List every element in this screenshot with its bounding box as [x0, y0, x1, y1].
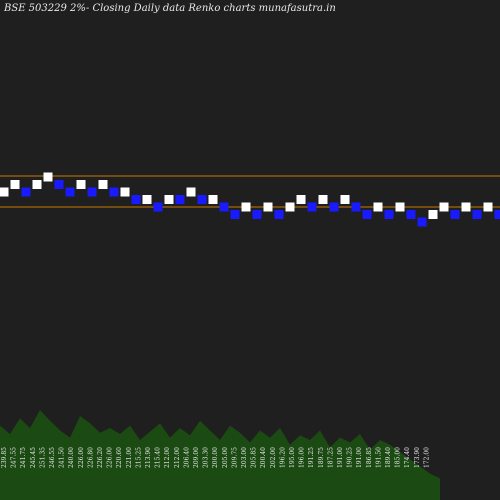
volume-label: 212.00 — [164, 447, 171, 468]
volume-label: 189.40 — [385, 447, 392, 468]
volume-label: 212.00 — [174, 447, 181, 468]
renko-brick-down — [307, 202, 317, 212]
volume-label: 215.25 — [135, 447, 142, 468]
renko-brick-up — [395, 202, 405, 212]
volume-label: 247.55 — [11, 447, 18, 468]
volume-label: 186.85 — [366, 447, 373, 468]
volume-label: 209.00 — [193, 447, 200, 468]
volume-label: 221.00 — [126, 447, 133, 468]
renko-brick-down — [472, 210, 482, 219]
volume-label: 205.00 — [222, 447, 229, 468]
volume-label: 187.25 — [327, 447, 334, 468]
renko-brick-down — [274, 210, 284, 219]
renko-brick-up — [208, 195, 218, 204]
volume-label: 240.00 — [68, 447, 75, 468]
volume-label: 241.75 — [20, 447, 27, 468]
renko-brick-down — [417, 217, 427, 227]
renko-brick-up — [241, 202, 251, 212]
renko-brick-up — [98, 180, 108, 189]
volume-label: 220.60 — [116, 447, 123, 468]
volume-label: 203.00 — [241, 447, 248, 468]
renko-brick-up — [263, 202, 273, 212]
volume-area — [0, 410, 440, 500]
renko-brick-down — [197, 195, 207, 204]
renko-brick-up — [120, 187, 130, 197]
volume-label: 251.35 — [39, 447, 46, 468]
volume-label: 191.50 — [375, 447, 382, 468]
renko-brick-up — [373, 202, 383, 212]
renko-brick-down — [109, 187, 119, 197]
volume-label: 215.40 — [155, 447, 162, 468]
renko-brick-up — [0, 187, 9, 197]
renko-brick-down — [406, 210, 416, 219]
renko-brick-up — [296, 195, 306, 204]
renko-brick-up — [483, 202, 493, 212]
renko-brick-down — [175, 195, 185, 204]
renko-brick-down — [87, 187, 97, 197]
renko-brick-down — [362, 210, 372, 219]
volume-label: 191.00 — [337, 447, 344, 468]
volume-label: 226.20 — [97, 447, 104, 468]
volume-label: 209.75 — [231, 447, 238, 468]
chart-title: BSE 503229 2%- Closing Daily data Renko … — [4, 3, 336, 14]
renko-brick-up — [43, 172, 53, 182]
renko-brick-down — [450, 210, 460, 219]
renko-brick-down — [384, 210, 394, 219]
renko-brick-up — [142, 195, 152, 204]
renko-brick-up — [340, 195, 350, 204]
volume-label: 196.00 — [299, 447, 306, 468]
renko-brick-up — [461, 202, 471, 212]
renko-brick-up — [164, 195, 174, 204]
volume-label: 200.00 — [212, 447, 219, 468]
volume-label: 202.00 — [270, 447, 277, 468]
volume-label: 203.30 — [203, 447, 210, 468]
renko-brick-up — [428, 210, 438, 219]
volume-label: 246.55 — [49, 447, 56, 468]
volume-label: 226.00 — [107, 447, 114, 468]
volume-label: 200.40 — [260, 447, 267, 468]
renko-brick-up — [10, 180, 20, 189]
volume-label: 191.25 — [308, 447, 315, 468]
volume-label: 174.40 — [404, 447, 411, 468]
renko-brick-down — [54, 180, 64, 189]
volume-label: 191.00 — [356, 447, 363, 468]
renko-brick-down — [494, 210, 500, 219]
renko-brick-down — [21, 187, 31, 197]
volume-label: 241.50 — [59, 447, 66, 468]
renko-brick-down — [351, 202, 361, 212]
volume-label: 195.00 — [289, 447, 296, 468]
volume-label: 189.75 — [318, 447, 325, 468]
renko-brick-up — [285, 202, 295, 212]
renko-brick-up — [76, 180, 86, 189]
volume-label: 239.85 — [1, 447, 8, 468]
renko-brick-down — [153, 202, 163, 212]
renko-brick-up — [186, 187, 196, 197]
volume-label: 226.80 — [87, 447, 94, 468]
renko-brick-up — [439, 202, 449, 212]
volume-label: 213.90 — [145, 447, 152, 468]
volume-label: 196.20 — [279, 447, 286, 468]
volume-label: 185.00 — [395, 447, 402, 468]
renko-brick-down — [329, 202, 339, 212]
renko-brick-down — [230, 210, 240, 219]
renko-brick-down — [131, 195, 141, 204]
renko-brick-up — [32, 180, 42, 189]
renko-brick-up — [318, 195, 328, 204]
volume-label: 205.85 — [251, 447, 258, 468]
volume-label: 173.90 — [414, 447, 421, 468]
volume-label: 245.45 — [30, 447, 37, 468]
volume-label: 226.00 — [78, 447, 85, 468]
volume-label: 206.40 — [183, 447, 190, 468]
renko-brick-down — [219, 202, 229, 212]
renko-brick-down — [65, 187, 75, 197]
renko-brick-down — [252, 210, 262, 219]
volume-label: 172.00 — [423, 447, 430, 468]
volume-label: 190.25 — [347, 447, 354, 468]
